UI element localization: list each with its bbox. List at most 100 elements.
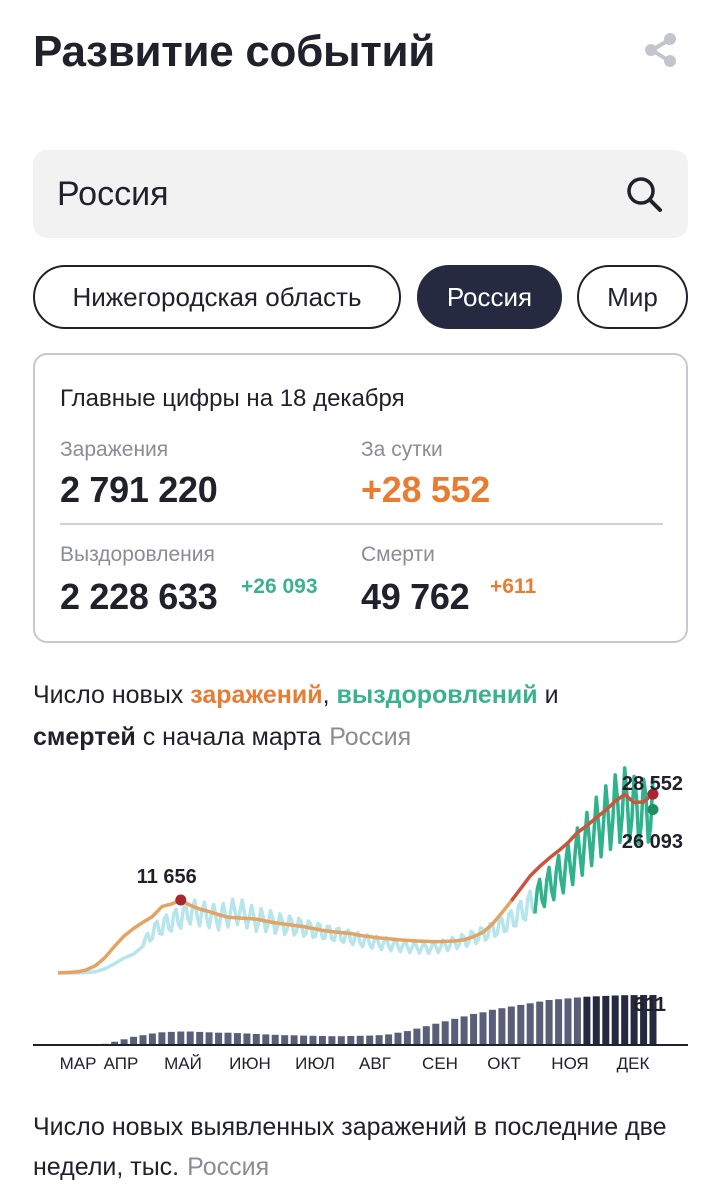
deaths-bar: [300, 1035, 308, 1045]
x-tick-label: МАР: [60, 1054, 97, 1073]
heading-region: Россия: [329, 723, 412, 751]
x-tick-label: СЕН: [422, 1054, 458, 1073]
deaths-bar: [498, 1008, 506, 1045]
deaths-bar: [545, 1000, 553, 1045]
deaths-bar: [460, 1016, 468, 1045]
infections-line-recent: [509, 792, 655, 902]
covid-chart-svg: МАР АПР МАЙ ИЮН ИЮЛ АВГ СЕН ОКТ НОЯ ДЕК 11 656 28 5…: [33, 766, 688, 1073]
deaths-bar: [120, 1039, 128, 1045]
recoveries-line-recent: [533, 766, 655, 914]
deaths-bar: [252, 1034, 260, 1045]
deaths-bar: [130, 1036, 138, 1045]
deaths-bar: [394, 1032, 402, 1045]
infections-peak-marker: [175, 894, 187, 906]
heading-text: Число новых: [33, 681, 191, 709]
two-weeks-region: Россия: [187, 1153, 270, 1181]
deaths-bar: [422, 1026, 430, 1045]
deaths-bar: [148, 1033, 156, 1045]
deaths-bar: [167, 1031, 175, 1045]
share-icon: [645, 33, 676, 67]
x-tick-label: МАЙ: [164, 1054, 202, 1073]
two-weeks-heading: Число новых выявленных заражений в после…: [33, 1107, 693, 1187]
deaths-bar: [224, 1032, 232, 1045]
chip-world[interactable]: Мир: [577, 265, 688, 329]
x-tick-label: АПР: [104, 1054, 139, 1073]
deaths-bar: [630, 995, 638, 1045]
chip-nizhny-novgorod[interactable]: Нижегородская область: [33, 265, 401, 329]
deaths-bar: [555, 999, 563, 1045]
infections-line: [57, 898, 513, 975]
heading-recoveries-word: выздоровлений: [336, 681, 538, 709]
deaths-bar: [621, 995, 629, 1045]
heading-and: и: [537, 681, 559, 709]
deaths-bar: [290, 1035, 298, 1045]
x-tick-label: ДЕК: [617, 1054, 650, 1073]
heading-comma: ,: [322, 681, 337, 709]
deaths-bar: [281, 1035, 289, 1045]
x-tick-label: ИЮН: [229, 1054, 271, 1073]
heading-deaths-word: смертей: [33, 723, 136, 751]
region-chips: Нижегородская область Россия Мир: [33, 265, 693, 329]
deaths-bar: [592, 996, 600, 1045]
deaths-bar: [583, 996, 591, 1045]
summary-card: Главные цифры на 18 декабря Заражения 2 …: [33, 353, 688, 643]
deaths-bar: [451, 1018, 459, 1045]
share-button[interactable]: [641, 30, 681, 70]
two-weeks-text: Число новых выявленных заражений в после…: [33, 1113, 667, 1181]
recoveries-delta: +26 093: [241, 575, 318, 598]
search-icon: [627, 177, 662, 212]
recoveries-line: [58, 889, 537, 975]
deaths-bar: [196, 1031, 204, 1045]
page-header: Развитие событий: [33, 22, 683, 82]
recoveries-value: 2 228 633: [60, 576, 218, 617]
infections-peak-label: 11 656: [137, 866, 197, 888]
search-input[interactable]: [57, 150, 617, 238]
deaths-bar: [517, 1004, 525, 1045]
deaths-bar: [356, 1035, 364, 1045]
deaths-bar: [111, 1041, 119, 1045]
search-button[interactable]: [624, 174, 664, 214]
deaths-bar: [640, 995, 648, 1045]
deaths-bar: [564, 998, 572, 1045]
deaths-bar: [243, 1033, 251, 1045]
deaths-delta: +611: [490, 575, 537, 598]
covid-chart: МАР АПР МАЙ ИЮН ИЮЛ АВГ СЕН ОКТ НОЯ ДЕК 11 656 28 5…: [33, 765, 693, 1085]
deaths-bar: [328, 1036, 336, 1045]
infections-last-marker: [647, 788, 659, 800]
x-tick-label: НОЯ: [551, 1054, 588, 1073]
deaths-bar: [139, 1035, 147, 1045]
page-title: Развитие событий: [33, 27, 435, 76]
recoveries-label: Выздоровления: [60, 543, 215, 566]
deaths-bar: [441, 1021, 449, 1045]
deaths-bar: [507, 1006, 515, 1045]
card-divider: [60, 523, 663, 525]
deaths-bar: [337, 1036, 345, 1045]
deaths-last-label: 611: [634, 994, 666, 1016]
deaths-bar: [526, 1003, 534, 1045]
deaths-bar: [309, 1035, 317, 1045]
infections-label: Заражения: [60, 438, 169, 461]
infections-last-label: 28 552: [622, 773, 683, 795]
deaths-bar: [375, 1035, 383, 1045]
x-tick-label: ОКТ: [487, 1054, 521, 1073]
infections-value: 2 791 220: [60, 469, 218, 510]
deaths-bar: [366, 1035, 374, 1045]
summary-title: Главные цифры на 18 декабря: [60, 385, 405, 412]
chart-heading: Число новых заражений, выздоровлений и см…: [33, 674, 693, 758]
deaths-bar: [432, 1023, 440, 1045]
deaths-bar: [233, 1033, 241, 1045]
deaths-bar: [177, 1031, 185, 1045]
deaths-bar: [488, 1009, 496, 1045]
x-tick-label: ИЮЛ: [295, 1054, 335, 1073]
deaths-bar: [536, 1001, 544, 1045]
region-search: [33, 150, 688, 238]
recoveries-last-label: 26 093: [622, 831, 683, 853]
deaths-label: Смерти: [361, 543, 435, 566]
deaths-bar: [262, 1034, 270, 1045]
deaths-bar: [479, 1012, 487, 1045]
daily-value: +28 552: [361, 469, 491, 510]
chip-russia[interactable]: Россия: [417, 265, 562, 329]
deaths-bar: [271, 1034, 279, 1045]
deaths-bar: [318, 1036, 326, 1045]
deaths-bar: [215, 1032, 223, 1045]
